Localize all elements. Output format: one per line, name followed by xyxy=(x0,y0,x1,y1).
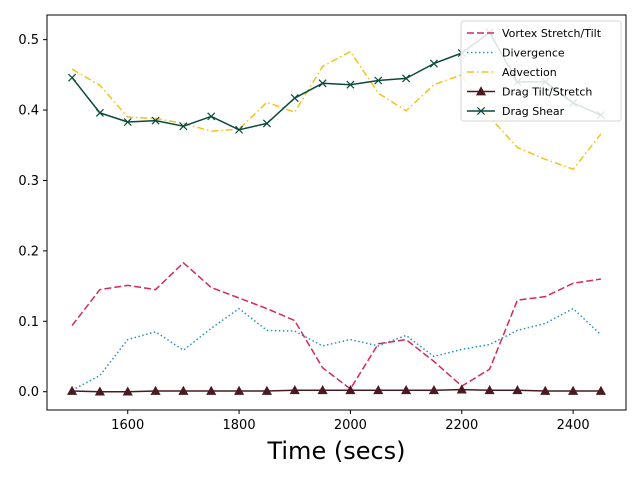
x-marker-stroke xyxy=(179,122,188,131)
x-tick-label: 1800 xyxy=(223,418,256,433)
x-marker xyxy=(290,94,299,103)
y-tick-label: 0.3 xyxy=(18,174,39,189)
x-marker xyxy=(151,116,160,125)
x-marker xyxy=(429,59,438,68)
x-marker xyxy=(123,117,132,127)
triangle-marker xyxy=(401,385,412,395)
x-axis-title: Time (secs) xyxy=(266,437,405,465)
x-marker-stroke xyxy=(290,94,299,103)
x-marker xyxy=(262,119,271,128)
x-marker-stroke xyxy=(262,119,271,128)
x-tick-label: 1600 xyxy=(111,418,144,433)
x-marker xyxy=(402,74,411,83)
x-marker-stroke xyxy=(429,59,438,68)
x-marker xyxy=(346,80,355,89)
triangle-marker xyxy=(428,385,439,395)
legend-label: Advection xyxy=(502,66,557,79)
triangle-marker xyxy=(317,385,328,395)
x-marker-stroke xyxy=(346,80,355,89)
triangle-marker xyxy=(150,385,161,395)
series-drag-tilt-stretch xyxy=(67,384,606,396)
triangle-marker xyxy=(475,86,487,96)
x-tick-label: 2400 xyxy=(557,418,590,433)
series-line-drag-tilt-stretch xyxy=(72,388,601,393)
x-marker-stroke xyxy=(476,106,486,116)
triangle-marker xyxy=(540,385,551,395)
legend-label: Drag Tilt/Stretch xyxy=(502,86,592,99)
x-marker-stroke xyxy=(374,76,383,85)
legend-label: Divergence xyxy=(502,47,565,60)
plot-frame xyxy=(46,14,627,411)
x-marker-stroke xyxy=(68,73,77,82)
legend-entry: Drag Tilt/Stretch xyxy=(467,86,592,99)
x-marker xyxy=(68,73,77,82)
triangle-marker xyxy=(373,385,384,395)
series-divergence xyxy=(71,307,602,391)
x-marker-stroke xyxy=(95,108,104,117)
legend-label: Vortex Stretch/Tilt xyxy=(502,27,602,40)
triangle-marker xyxy=(178,385,189,395)
series-line-vortex-stretch-tilt xyxy=(71,262,602,390)
triangle-marker xyxy=(67,385,78,395)
y-tick-label: 0.1 xyxy=(18,315,39,330)
x-marker xyxy=(235,125,244,134)
x-marker-stroke xyxy=(207,112,216,121)
x-marker xyxy=(179,122,188,131)
series-line-advection xyxy=(71,50,602,170)
y-tick-label: 0.4 xyxy=(18,104,39,119)
triangle-marker xyxy=(261,385,272,395)
x-marker-stroke xyxy=(235,125,244,134)
y-tick-label: 0.5 xyxy=(18,33,39,48)
triangle-marker xyxy=(512,385,523,395)
legend-entry: Vortex Stretch/Tilt xyxy=(467,27,602,40)
triangle-marker xyxy=(595,385,606,395)
triangle-marker xyxy=(234,385,245,395)
triangle-marker xyxy=(345,385,356,395)
triangle-marker xyxy=(122,386,133,396)
series-advection xyxy=(71,50,602,170)
legend-entry: Divergence xyxy=(467,47,565,60)
legend-entry: Drag Shear xyxy=(467,105,565,118)
x-marker xyxy=(476,106,486,116)
x-marker-stroke xyxy=(123,117,132,127)
triangle-marker xyxy=(289,385,300,395)
triangle-marker xyxy=(206,385,217,395)
legend-entry: Advection xyxy=(467,66,557,79)
x-marker xyxy=(95,108,104,117)
series-vortex-stretch-tilt xyxy=(71,262,602,390)
y-axis-ticks: 0.0 0.1 0.2 0.3 0.4 0.5 xyxy=(18,33,47,400)
legend: Vortex Stretch/Tilt Divergence Advection Dr… xyxy=(460,20,622,122)
x-tick-label: 2000 xyxy=(334,418,367,433)
y-tick-label: 0.2 xyxy=(18,244,39,259)
series-line-divergence xyxy=(71,307,602,391)
triangle-marker xyxy=(568,385,579,395)
x-marker-stroke xyxy=(402,74,411,83)
triangle-marker xyxy=(94,386,105,396)
x-marker xyxy=(374,76,383,85)
triangle-marker xyxy=(456,384,467,394)
x-marker-stroke xyxy=(151,116,160,125)
x-axis-ticks: 1600 1800 2000 2200 2400 xyxy=(111,410,590,433)
legend-label: Drag Shear xyxy=(502,105,565,118)
x-tick-label: 2200 xyxy=(445,418,478,433)
y-tick-label: 0.0 xyxy=(18,385,39,400)
triangle-marker xyxy=(484,385,495,395)
x-marker-stroke xyxy=(318,79,327,88)
x-marker xyxy=(207,112,216,121)
legend-box xyxy=(460,20,622,122)
x-marker xyxy=(318,79,327,88)
